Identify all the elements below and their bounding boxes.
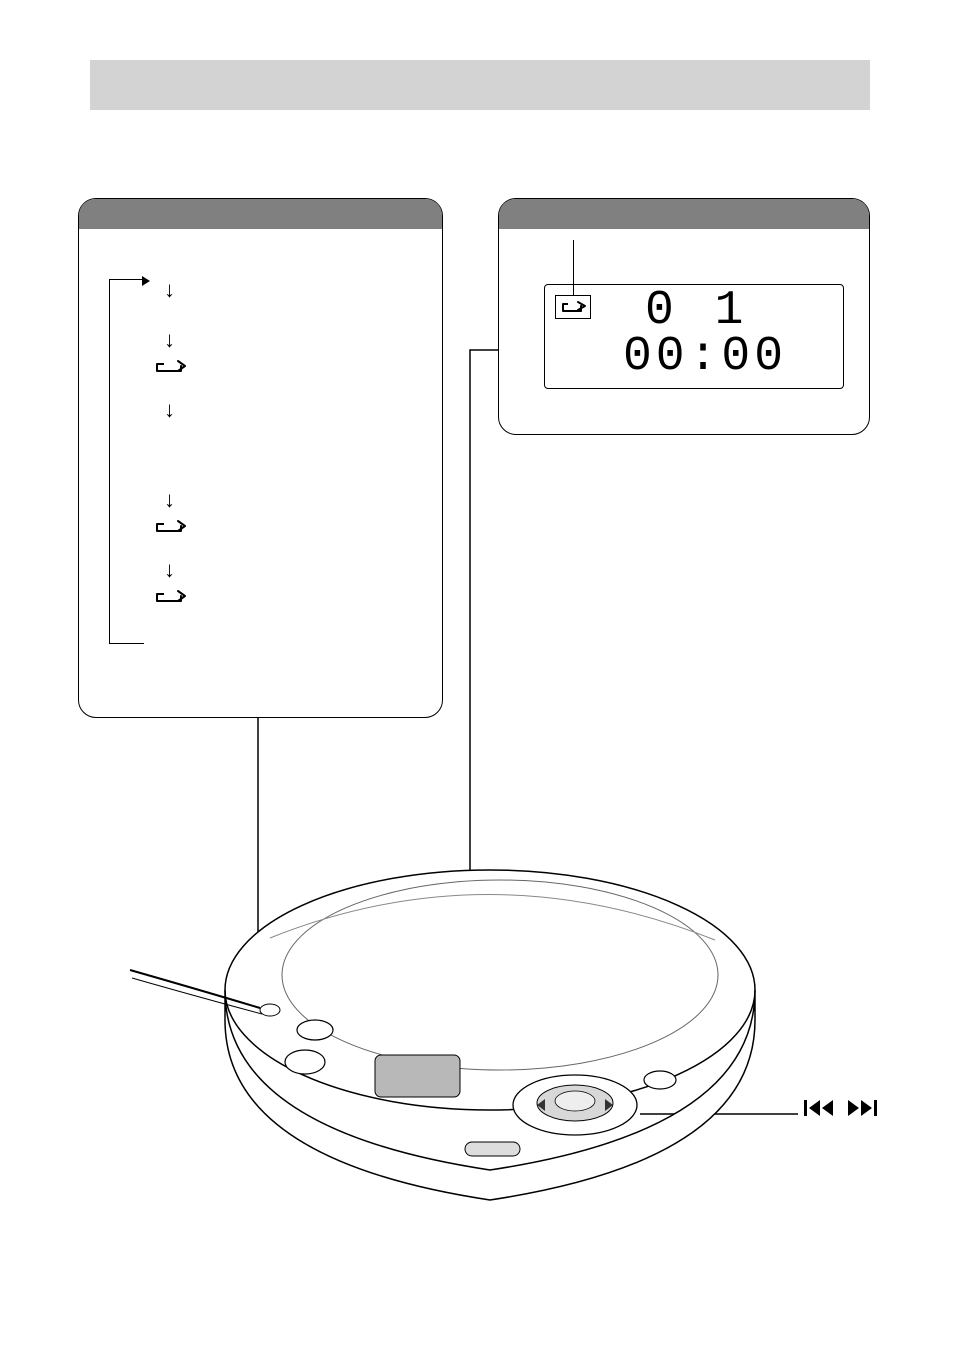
repeat-icon (154, 519, 188, 537)
repeat-icon (560, 299, 588, 317)
lcd-repeat-indicator (555, 295, 591, 319)
repeat-icon (154, 589, 188, 607)
lcd-frame: 0 1 00:00 (544, 284, 844, 389)
mode-sequence-box: ↓ ↓ ↓ ↓ (78, 198, 443, 718)
lcd-annotation-line (573, 240, 574, 295)
header-band (90, 60, 870, 110)
down-arrow-icon: ↓ (164, 399, 175, 421)
repeat-icon (154, 359, 188, 377)
down-arrow-icon: ↓ (164, 329, 175, 351)
lcd-example-box: 0 1 00:00 (498, 198, 870, 435)
skip-buttons-label (804, 1098, 882, 1123)
mode-flow: ↓ ↓ ↓ ↓ (144, 279, 204, 629)
down-arrow-icon: ↓ (164, 559, 175, 581)
down-arrow-icon: ↓ (164, 489, 175, 511)
down-arrow-icon: ↓ (164, 279, 175, 301)
prev-next-icon (804, 1098, 882, 1118)
mode-sequence-header (79, 199, 442, 229)
lcd-example-header (499, 199, 869, 229)
lcd-time: 00:00 (623, 335, 787, 381)
lcd-track-number: 0 1 (645, 289, 749, 335)
flow-loop-bracket (109, 279, 144, 644)
